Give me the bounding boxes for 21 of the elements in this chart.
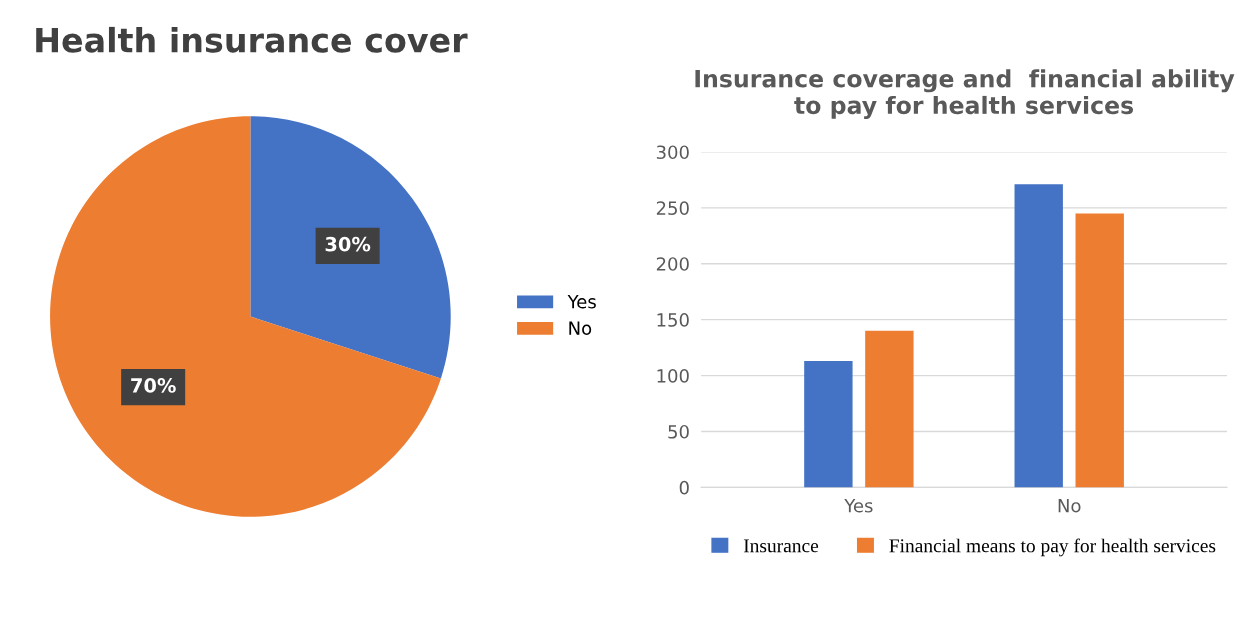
bar [1075, 213, 1124, 488]
legend-label: Yes [567, 295, 596, 309]
legend-label: No [569, 321, 592, 335]
y-tick-label: 250 [656, 201, 689, 215]
y-tick-label: 150 [657, 313, 689, 327]
bar [1014, 184, 1063, 488]
y-tick-label: 0 [679, 480, 689, 495]
legend-label: Insurance [743, 539, 819, 553]
bar [804, 361, 853, 488]
data-label: 30% [325, 236, 371, 252]
y-tick-label: 200 [656, 257, 689, 271]
y-tick-label: 100 [657, 369, 689, 383]
pie-slice [50, 116, 441, 517]
legend-label: Financial means to pay for health services [889, 538, 1216, 557]
y-tick-label: 50 [668, 424, 689, 439]
pie-slice [250, 116, 451, 379]
y-tick-label: 300 [656, 145, 689, 160]
chart-title: Insurance coverage and financial ability to pay for health services [695, 69, 1235, 119]
bar [865, 330, 914, 488]
data-label: 70% [131, 378, 176, 393]
chart-title: Health insurance cover [36, 26, 468, 53]
